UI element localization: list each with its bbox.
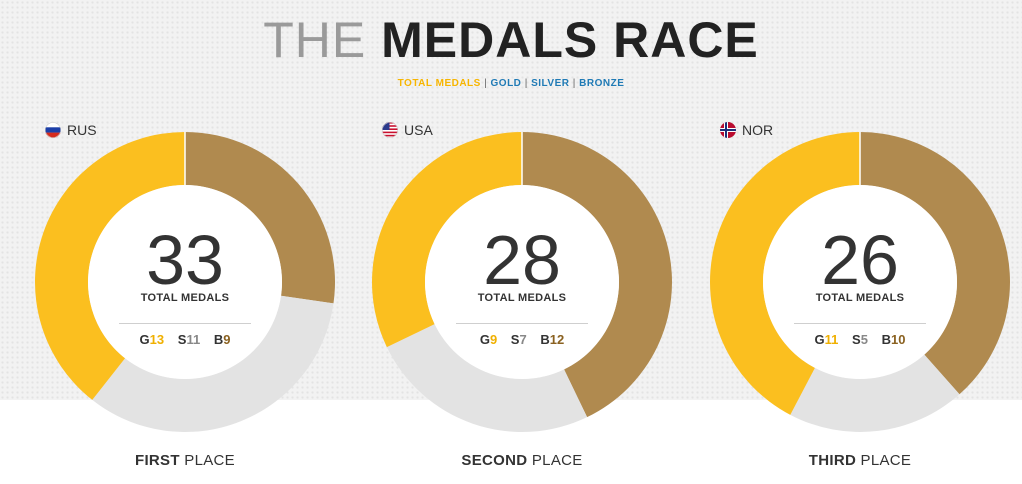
- medal-panel: NOR 26 TOTAL MEDALS G11 S5 B10 THIRD PLA…: [710, 120, 1010, 480]
- legend-sep: |: [524, 78, 528, 89]
- legend: TOTAL MEDALS | GOLD | SILVER | BRONZE: [0, 78, 1022, 89]
- place-label: THIRD PLACE: [710, 452, 1010, 469]
- place-rank: SECOND: [461, 452, 528, 469]
- donut-center: [763, 185, 957, 379]
- country-label: RUS: [45, 122, 97, 138]
- norway-flag-icon: [720, 122, 736, 138]
- total-medals-label: TOTAL MEDALS: [477, 292, 567, 304]
- bronze-segment: [185, 132, 335, 304]
- center-divider: [119, 323, 251, 324]
- bronze-letter: B: [540, 332, 550, 347]
- silver-count: S7: [511, 332, 527, 347]
- country-code: NOR: [742, 122, 774, 138]
- place-label: FIRST PLACE: [35, 452, 335, 469]
- total-medals-label: TOTAL MEDALS: [140, 292, 230, 304]
- silver-count: S5: [852, 332, 868, 347]
- silver-letter: S: [177, 332, 187, 347]
- place-suffix: PLACE: [531, 452, 583, 469]
- silver-letter: S: [852, 332, 861, 347]
- legend-total: TOTAL MEDALS: [397, 78, 481, 89]
- silver-value: 7: [519, 332, 527, 347]
- legend-gold: GOLD: [490, 78, 522, 89]
- gold-segment: [372, 132, 522, 348]
- country-label: USA: [382, 122, 433, 138]
- silver-segment: [386, 324, 588, 432]
- total-medals-value: 28: [483, 221, 561, 299]
- place-suffix: PLACE: [860, 452, 912, 469]
- legend-bronze: BRONZE: [579, 78, 625, 89]
- bronze-value: 10: [890, 332, 906, 347]
- medal-breakdown: G11 S5 B10: [710, 332, 1010, 347]
- place-label: SECOND PLACE: [372, 452, 672, 469]
- gold-value: 11: [824, 332, 839, 347]
- center-divider: [794, 323, 926, 324]
- gold-letter: G: [139, 332, 150, 347]
- donut-center: [88, 185, 282, 379]
- bronze-letter: B: [213, 332, 224, 347]
- donut-chart: [710, 132, 1010, 432]
- gold-count: G11: [815, 332, 839, 347]
- bronze-count: B9: [214, 332, 231, 347]
- country-label: NOR: [720, 122, 773, 138]
- place-suffix: PLACE: [184, 452, 235, 469]
- gold-value: 13: [149, 332, 165, 347]
- gold-count: G9: [480, 332, 497, 347]
- country-code: RUS: [67, 122, 97, 138]
- medal-panel: RUS 33 TOTAL MEDALS G13 S11 B9 FIRST PLA…: [35, 120, 335, 480]
- country-code: USA: [404, 122, 433, 138]
- bronze-segment: [860, 132, 1010, 395]
- gold-count: G13: [140, 332, 165, 347]
- silver-count: S11: [178, 332, 200, 347]
- legend-silver: SILVER: [531, 78, 570, 89]
- medal-panel: USA 28 TOTAL MEDALS G9 S7 B12 SECOND PLA…: [372, 120, 672, 480]
- legend-sep: |: [572, 78, 576, 89]
- silver-segment: [92, 295, 334, 432]
- total-medals-label: TOTAL MEDALS: [815, 292, 905, 304]
- bronze-letter: B: [881, 332, 891, 347]
- silver-value: 11: [186, 332, 201, 347]
- gold-letter: G: [814, 332, 825, 347]
- bronze-segment: [522, 132, 672, 418]
- bronze-value: 9: [223, 332, 231, 347]
- medal-breakdown: G9 S7 B12: [372, 332, 672, 347]
- silver-segment: [790, 354, 960, 432]
- gold-segment: [35, 132, 185, 400]
- legend-sep: |: [484, 78, 488, 89]
- page-title: THE MEDALS RACE: [0, 10, 1022, 70]
- title-light: THE: [263, 12, 367, 68]
- silver-letter: S: [510, 332, 520, 347]
- gold-letter: G: [479, 332, 490, 347]
- bronze-value: 12: [549, 332, 565, 347]
- title-bold: MEDALS RACE: [381, 12, 759, 68]
- gold-segment: [710, 132, 860, 415]
- center-divider: [456, 323, 588, 324]
- place-rank: FIRST: [134, 452, 180, 469]
- gold-value: 9: [489, 332, 498, 347]
- usa-flag-icon: [382, 122, 398, 138]
- donut-chart: [35, 132, 335, 432]
- place-rank: THIRD: [808, 452, 857, 469]
- total-medals-value: 33: [146, 221, 224, 299]
- total-medals-value: 26: [821, 221, 899, 299]
- donut-center: [425, 185, 619, 379]
- silver-value: 5: [860, 332, 868, 347]
- medal-breakdown: G13 S11 B9: [35, 332, 335, 347]
- russia-flag-icon: [45, 122, 61, 138]
- donut-chart: [372, 132, 672, 432]
- bronze-count: B10: [882, 332, 906, 347]
- bronze-count: B12: [540, 332, 564, 347]
